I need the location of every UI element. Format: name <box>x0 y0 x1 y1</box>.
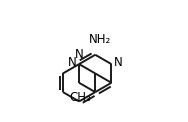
Text: CH₃: CH₃ <box>69 92 91 104</box>
Text: N: N <box>75 48 83 61</box>
Text: N: N <box>113 56 122 69</box>
Text: N: N <box>68 56 77 69</box>
Text: NH₂: NH₂ <box>89 33 111 46</box>
